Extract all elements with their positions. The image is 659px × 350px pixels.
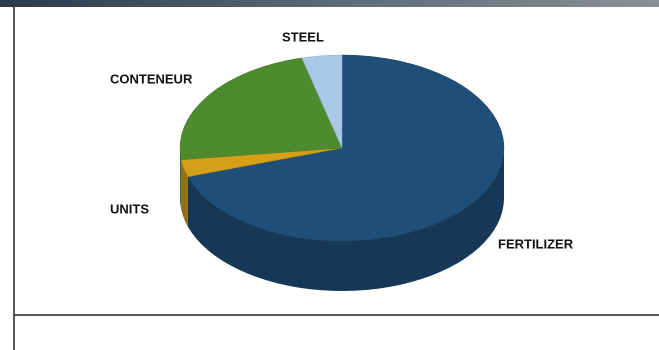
slice-side — [180, 148, 182, 210]
slice — [187, 54, 505, 242]
banner — [0, 0, 659, 7]
slice-label: FERTILIZER — [498, 236, 574, 251]
slice-label: STEEL — [282, 29, 324, 44]
slice-side — [181, 159, 188, 227]
slice-side — [187, 148, 505, 291]
pie — [179, 54, 505, 291]
slice-label: UNITS — [110, 201, 149, 216]
slice-label: CONTENEUR — [110, 71, 193, 86]
slice — [301, 54, 343, 149]
slice — [179, 57, 343, 160]
